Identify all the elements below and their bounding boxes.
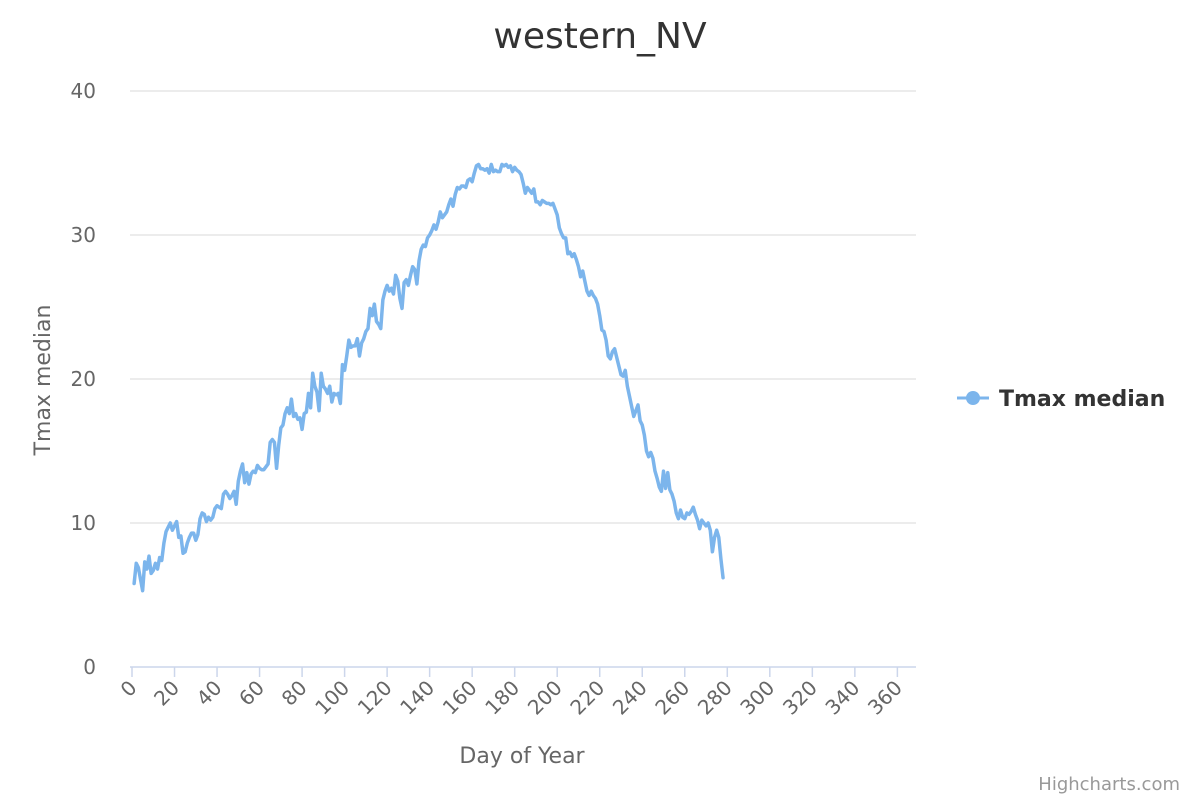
chart-title: western_NV: [493, 16, 707, 57]
y-tick-label: 10: [71, 511, 96, 535]
y-axis-ticks: 0 10 20 30 40: [71, 79, 96, 679]
grid-lines: [130, 90, 916, 524]
legend[interactable]: Tmax median: [957, 387, 1165, 412]
y-axis-label: Tmax median: [31, 305, 56, 457]
y-tick-label: 40: [71, 79, 96, 103]
y-tick-label: 0: [83, 655, 96, 679]
series-group: [132, 162, 725, 593]
credits-link[interactable]: Highcharts.com: [1038, 774, 1180, 795]
series-line-0[interactable]: [132, 162, 725, 593]
y-tick-label: 20: [71, 367, 96, 391]
x-axis-label: Day of Year: [459, 744, 585, 769]
legend-marker-icon: [966, 391, 980, 405]
legend-item-label[interactable]: Tmax median: [999, 387, 1165, 412]
y-tick-label: 30: [71, 223, 96, 247]
